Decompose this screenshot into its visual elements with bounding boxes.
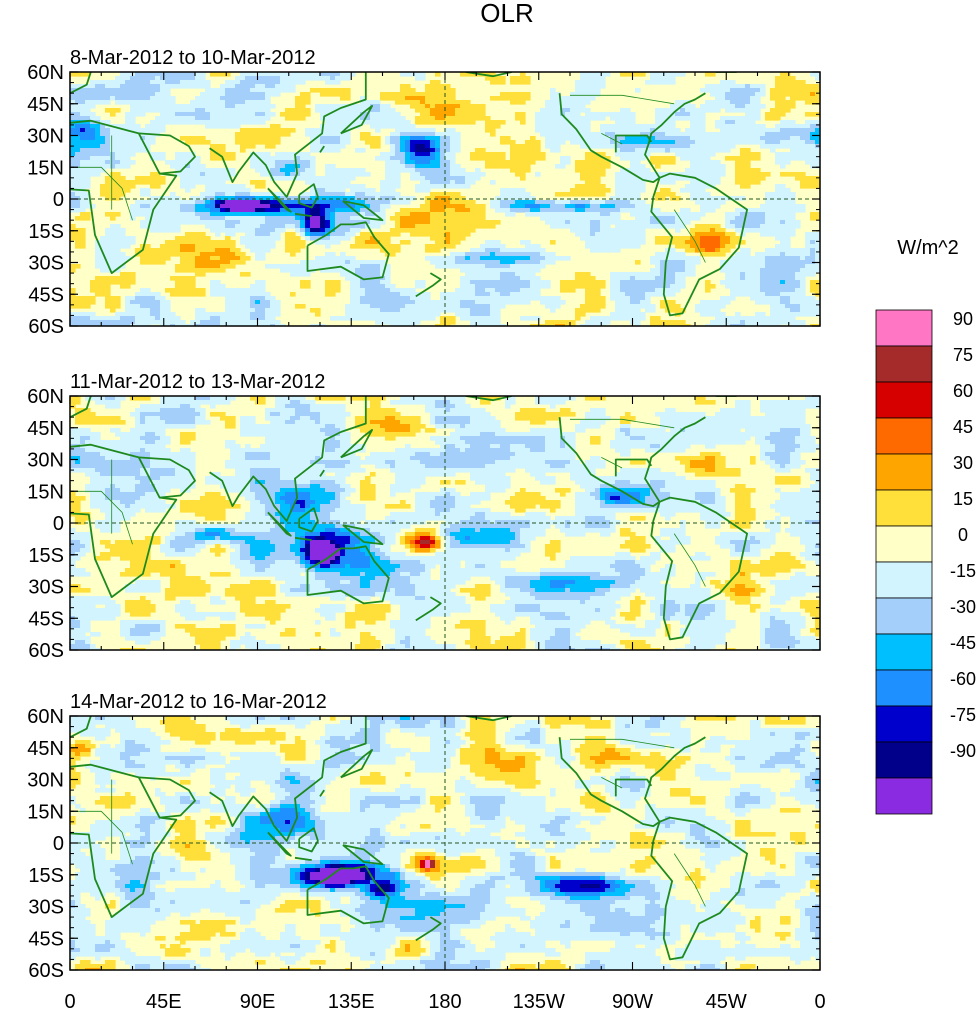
lat-tick-label: 0: [53, 833, 64, 855]
colorbar-swatch: [875, 381, 933, 419]
lat-tick-label: 60N: [27, 386, 64, 408]
panel-3: 14-Mar-2012 to 16-Mar-2012 60N 45N 30N 15N 0 1…: [27, 691, 821, 982]
colorbar-label: -15: [950, 561, 976, 581]
lat-tick-label: 45N: [27, 94, 64, 116]
colorbar-label: 90: [953, 309, 973, 329]
lat-tick-label: 0: [53, 513, 64, 535]
lat-tick-label: 15S: [28, 545, 64, 567]
lat-tick-label: 45S: [28, 608, 64, 630]
colorbar-label: -45: [950, 633, 976, 653]
lon-tick-label: 0: [814, 991, 825, 1013]
lon-tick-label: 135W: [513, 991, 565, 1013]
colorbar-swatch: [875, 525, 933, 563]
lon-tick-label: 45E: [146, 991, 182, 1013]
lat-tick-label: 45S: [28, 284, 64, 306]
lon-tick-label: 90E: [240, 991, 276, 1013]
colorbar-label: -60: [950, 669, 976, 689]
panel-1: 8-Mar-2012 to 10-Mar-2012 60N 45N 30N 15N 0 15…: [27, 47, 821, 338]
coastlines: [70, 716, 748, 961]
lat-tick-label: 0: [53, 189, 64, 211]
colorbar-label: 15: [953, 489, 973, 509]
colorbar-label: 0: [958, 525, 968, 545]
colorbar-swatch: [875, 705, 933, 743]
colorbar-swatch: [875, 309, 933, 347]
lat-tick-label: 60N: [27, 62, 64, 84]
lat-tick-label: 45N: [27, 418, 64, 440]
olr-field: [70, 72, 820, 326]
borders: [70, 418, 706, 587]
colorbar-title: W/m^2: [897, 237, 959, 259]
lat-tick-label: 45S: [28, 928, 64, 950]
colorbar-label: -90: [950, 741, 976, 761]
lat-tick-label: 30N: [27, 770, 64, 792]
colorbar-swatch: [875, 453, 933, 491]
colorbar-label: 45: [953, 417, 973, 437]
olr-field: [70, 716, 820, 970]
colorbar-swatch: [875, 597, 933, 635]
panel-title: 14-Mar-2012 to 16-Mar-2012: [70, 691, 327, 713]
lon-tick-label: 180: [428, 991, 461, 1013]
coastlines: [70, 72, 748, 317]
colorbar-swatch: [875, 669, 933, 707]
colorbar: W/m^2 90 75 60 45 30 15 0 -15 -30 -45 -60 -75 -90: [875, 237, 976, 815]
panel-title: 8-Mar-2012 to 10-Mar-2012: [70, 47, 316, 69]
lat-tick-label: 15S: [28, 865, 64, 887]
lat-tick-label: 15N: [27, 157, 64, 179]
lon-tick-label: 45W: [706, 991, 747, 1013]
colorbar-swatch: [875, 345, 933, 383]
lat-tick-label: 30S: [28, 253, 64, 275]
lon-tick-label: 135E: [328, 991, 375, 1013]
lat-tick-label: 60N: [27, 706, 64, 728]
panel-2: 11-Mar-2012 to 13-Mar-2012 60N 45N 30N 15N 0 1…: [27, 371, 821, 662]
lat-tick-label: 15S: [28, 221, 64, 243]
colorbar-label: 75: [953, 345, 973, 365]
panels: 8-Mar-2012 to 10-Mar-2012 60N 45N 30N 15N 0 15…: [27, 47, 821, 982]
colorbar-swatch: [875, 741, 933, 779]
longitude-axis: 0 45E 90E 135E 180 135W 90W 45W 0: [64, 991, 825, 1013]
borders: [70, 94, 706, 263]
panel-title: 11-Mar-2012 to 13-Mar-2012: [70, 371, 325, 393]
figure-title: OLR: [480, 0, 533, 28]
borders: [70, 738, 706, 907]
colorbar-label: 30: [953, 453, 973, 473]
lat-tick-label: 30N: [27, 450, 64, 472]
colorbar-swatch: [875, 777, 933, 815]
lat-tick-label: 60S: [28, 640, 64, 662]
lat-tick-label: 15N: [27, 801, 64, 823]
olr-field: [70, 396, 820, 650]
lat-tick-label: 30S: [28, 577, 64, 599]
colorbar-swatch: [875, 489, 933, 527]
lat-tick-label: 60S: [28, 316, 64, 338]
colorbar-label: -75: [950, 705, 976, 725]
colorbar-swatch: [875, 633, 933, 671]
lon-tick-label: 0: [64, 991, 75, 1013]
lat-tick-label: 45N: [27, 738, 64, 760]
colorbar-label: 60: [953, 381, 973, 401]
lat-tick-label: 30N: [27, 126, 64, 148]
lat-tick-label: 15N: [27, 481, 64, 503]
lon-tick-label: 90W: [612, 991, 653, 1013]
lat-tick-label: 60S: [28, 960, 64, 982]
lat-tick-label: 30S: [28, 897, 64, 919]
colorbar-swatch: [875, 561, 933, 599]
colorbar-swatch: [875, 417, 933, 455]
colorbar-label: -30: [950, 597, 976, 617]
